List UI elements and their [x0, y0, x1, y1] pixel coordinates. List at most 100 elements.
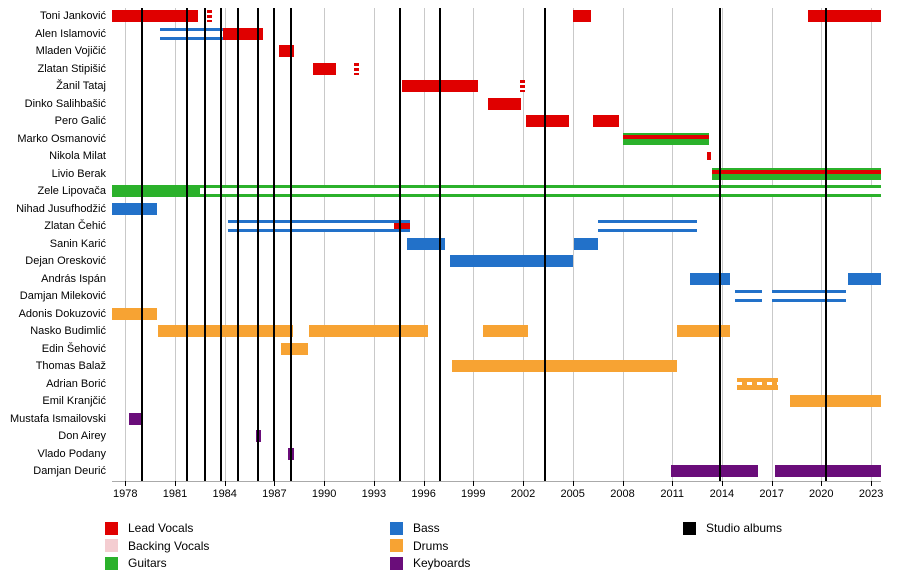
legend-label: Lead Vocals — [128, 521, 194, 535]
legend-item-lead_vocals: Lead Vocals — [105, 521, 193, 535]
year-gridline — [324, 8, 326, 481]
member-label: Toni Janković — [39, 10, 106, 22]
x-tick-label: 2020 — [809, 488, 834, 500]
timeline-bar-bass — [228, 220, 411, 232]
studio-album-line — [273, 8, 276, 481]
studio-album-line — [256, 8, 259, 481]
timeline-bar-bass — [597, 220, 697, 232]
year-gridline — [821, 8, 823, 481]
timeline-bar-lead_vocals — [206, 10, 212, 22]
member-label: Zlatan Stipišić — [37, 62, 106, 75]
year-gridline — [175, 8, 176, 481]
x-axis-line — [112, 481, 881, 482]
x-tick-mark — [473, 481, 475, 486]
x-tick-label: 1993 — [361, 488, 387, 500]
member-label: Nihad Jusufhodžić — [16, 202, 106, 215]
role-stripe-lead_vocals — [712, 169, 881, 174]
studio-album-line — [825, 8, 828, 481]
member-label: Emil Kranjčić — [42, 395, 106, 407]
legend-label: Keyboards — [413, 556, 471, 570]
year-gridline — [523, 8, 524, 481]
role-stripe-lead_vocals — [622, 134, 709, 139]
member-label: András Ispán — [41, 272, 106, 285]
legend-label: Studio albums — [706, 521, 783, 535]
legend-swatch-keyboards — [390, 556, 403, 570]
member-label: Nikola Milat — [49, 150, 106, 162]
studio-album-line — [719, 8, 722, 481]
studio-album-line — [220, 8, 223, 481]
timeline-bar-bass — [574, 237, 598, 250]
timeline-bar-drums — [451, 360, 678, 372]
year-gridline — [622, 8, 624, 481]
x-tick-mark — [274, 481, 276, 486]
x-tick-label: 1978 — [113, 488, 138, 500]
x-tick-label: 2011 — [660, 488, 685, 500]
timeline-bar-guitars — [112, 185, 200, 197]
timeline-bar-lead_vocals — [223, 27, 263, 40]
x-tick-mark — [125, 481, 127, 486]
year-gridline — [672, 8, 674, 481]
x-tick-label: 2023 — [858, 488, 884, 500]
member-label: Damjan Deurić — [33, 465, 106, 477]
timeline-bar-bass — [847, 272, 881, 285]
legend-swatch-guitars — [105, 556, 118, 570]
x-tick-label: 1981 — [162, 488, 188, 500]
member-label: Thomas Balaž — [35, 360, 106, 372]
legend-item-keyboards: Keyboards — [390, 556, 470, 570]
member-label: Mladen Vojičić — [35, 45, 106, 57]
year-gridline — [572, 8, 574, 481]
member-label: Adonis Dokuzović — [18, 307, 106, 320]
studio-album-line — [237, 8, 239, 481]
legend-label: Drums — [413, 538, 449, 553]
x-tick-mark — [224, 481, 226, 486]
timeline-bar-drums — [736, 377, 779, 390]
x-tick-mark — [771, 481, 773, 486]
member-label: Zele Lipovača — [37, 185, 107, 197]
member-label: Sanin Karić — [49, 237, 106, 250]
x-tick-mark — [721, 481, 723, 486]
member-label: Pero Galić — [54, 115, 106, 127]
timeline-bar-keyboards — [774, 465, 881, 477]
timeline-bar-drums — [309, 325, 429, 337]
member-label: Marko Osmanović — [17, 132, 106, 145]
studio-album-line — [185, 8, 188, 481]
timeline-bar-bass — [112, 202, 157, 215]
timeline-bar-guitars — [712, 167, 881, 180]
x-tick-label: 1987 — [262, 488, 287, 500]
legend-swatch-lead_vocals — [105, 521, 118, 535]
x-tick-label: 2014 — [709, 488, 735, 500]
timeline-bar-lead_vocals — [354, 62, 359, 75]
timeline-bar-bass — [407, 237, 446, 250]
legend-swatch-backing_vocals — [105, 539, 118, 552]
member-label: Zlatan Čehić — [44, 220, 106, 232]
year-gridline — [771, 8, 773, 481]
legend-label: Backing Vocals — [128, 538, 210, 553]
member-label: Žanil Tataj — [56, 80, 106, 92]
x-tick-label: 2005 — [560, 488, 585, 500]
member-label: Damjan Mileković — [19, 290, 106, 302]
x-tick-mark — [175, 481, 176, 486]
studio-album-line — [203, 8, 206, 481]
legend-item-backing_vocals: Backing Vocals — [105, 539, 209, 553]
member-label: Don Airey — [58, 430, 106, 442]
member-label: Dejan Oresković — [25, 255, 106, 267]
timeline-bar-lead_vocals — [526, 115, 570, 127]
legend-swatch-albums — [683, 521, 696, 535]
x-tick-label: 1990 — [311, 488, 337, 500]
timeline-bar-keyboards — [128, 412, 142, 425]
x-tick-label: 2002 — [510, 488, 536, 500]
timeline-bar-drums — [158, 325, 293, 337]
timeline-bar-lead_vocals — [488, 97, 522, 110]
legend-item-guitars: Guitars — [105, 556, 167, 570]
x-tick-label: 1984 — [212, 488, 237, 500]
studio-album-line — [543, 8, 546, 481]
member-label: Adrian Borić — [46, 377, 106, 390]
timeline-bar-bass — [690, 272, 731, 285]
timeline-bar-drums — [281, 342, 308, 355]
year-gridline — [473, 8, 475, 481]
x-tick-label: 1999 — [461, 488, 486, 500]
timeline-bar-lead_vocals — [279, 45, 295, 57]
timeline-bar-drums — [483, 325, 528, 337]
studio-album-line — [290, 8, 292, 481]
